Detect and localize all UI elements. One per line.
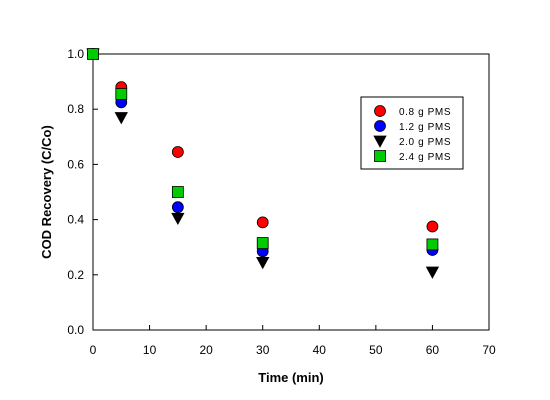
data-point xyxy=(87,48,99,60)
x-tick-label: 50 xyxy=(369,343,383,357)
x-tick-label: 60 xyxy=(426,343,440,357)
x-tick-label: 30 xyxy=(256,343,270,357)
data-point xyxy=(256,256,270,270)
legend-marker xyxy=(374,120,386,132)
x-tick-label: 40 xyxy=(313,343,327,357)
legend: 0.8 g PMS 1.2 g PMS 2.0 g PMS 2.4 g PMS xyxy=(360,96,464,170)
data-point xyxy=(114,112,128,125)
legend-marker xyxy=(374,105,386,117)
legend-label: 2.0 g PMS xyxy=(399,137,451,148)
data-point xyxy=(115,88,128,100)
x-tick-label: 20 xyxy=(199,343,213,357)
legend-marker xyxy=(374,150,386,162)
data-point xyxy=(171,212,185,226)
y-tick-label: 0.0 xyxy=(67,323,84,337)
x-tick-label: 70 xyxy=(482,343,496,357)
data-point xyxy=(171,201,184,214)
data-point xyxy=(171,186,184,198)
legend-label: 1.2 g PMS xyxy=(399,122,451,133)
legend-label: 0.8 g PMS xyxy=(399,107,451,118)
y-axis-ticks: 0.0 0.2 0.4 0.6 0.8 1.0 xyxy=(67,47,98,337)
x-axis-title: Time (min) xyxy=(258,370,324,385)
data-point xyxy=(171,146,184,158)
legend-label: 2.4 g PMS xyxy=(399,152,451,163)
x-axis-ticks: 0 10 20 30 40 50 60 70 xyxy=(90,325,496,357)
x-tick-label: 0 xyxy=(90,343,97,357)
data-point xyxy=(256,237,269,249)
data-points xyxy=(86,48,440,279)
data-point xyxy=(426,238,439,251)
legend-marker xyxy=(373,135,387,148)
data-point xyxy=(426,220,439,233)
y-tick-label: 1.0 xyxy=(67,47,84,61)
x-tick-label: 10 xyxy=(143,343,157,357)
y-tick-label: 0.4 xyxy=(67,213,84,227)
y-tick-label: 0.6 xyxy=(67,157,84,171)
data-point xyxy=(256,216,269,229)
y-axis-title: COD Recovery (C/Co) xyxy=(39,125,54,259)
y-tick-label: 0.2 xyxy=(67,268,84,282)
data-point xyxy=(425,266,440,279)
plot-area xyxy=(92,53,490,331)
y-tick-label: 0.8 xyxy=(67,102,84,116)
